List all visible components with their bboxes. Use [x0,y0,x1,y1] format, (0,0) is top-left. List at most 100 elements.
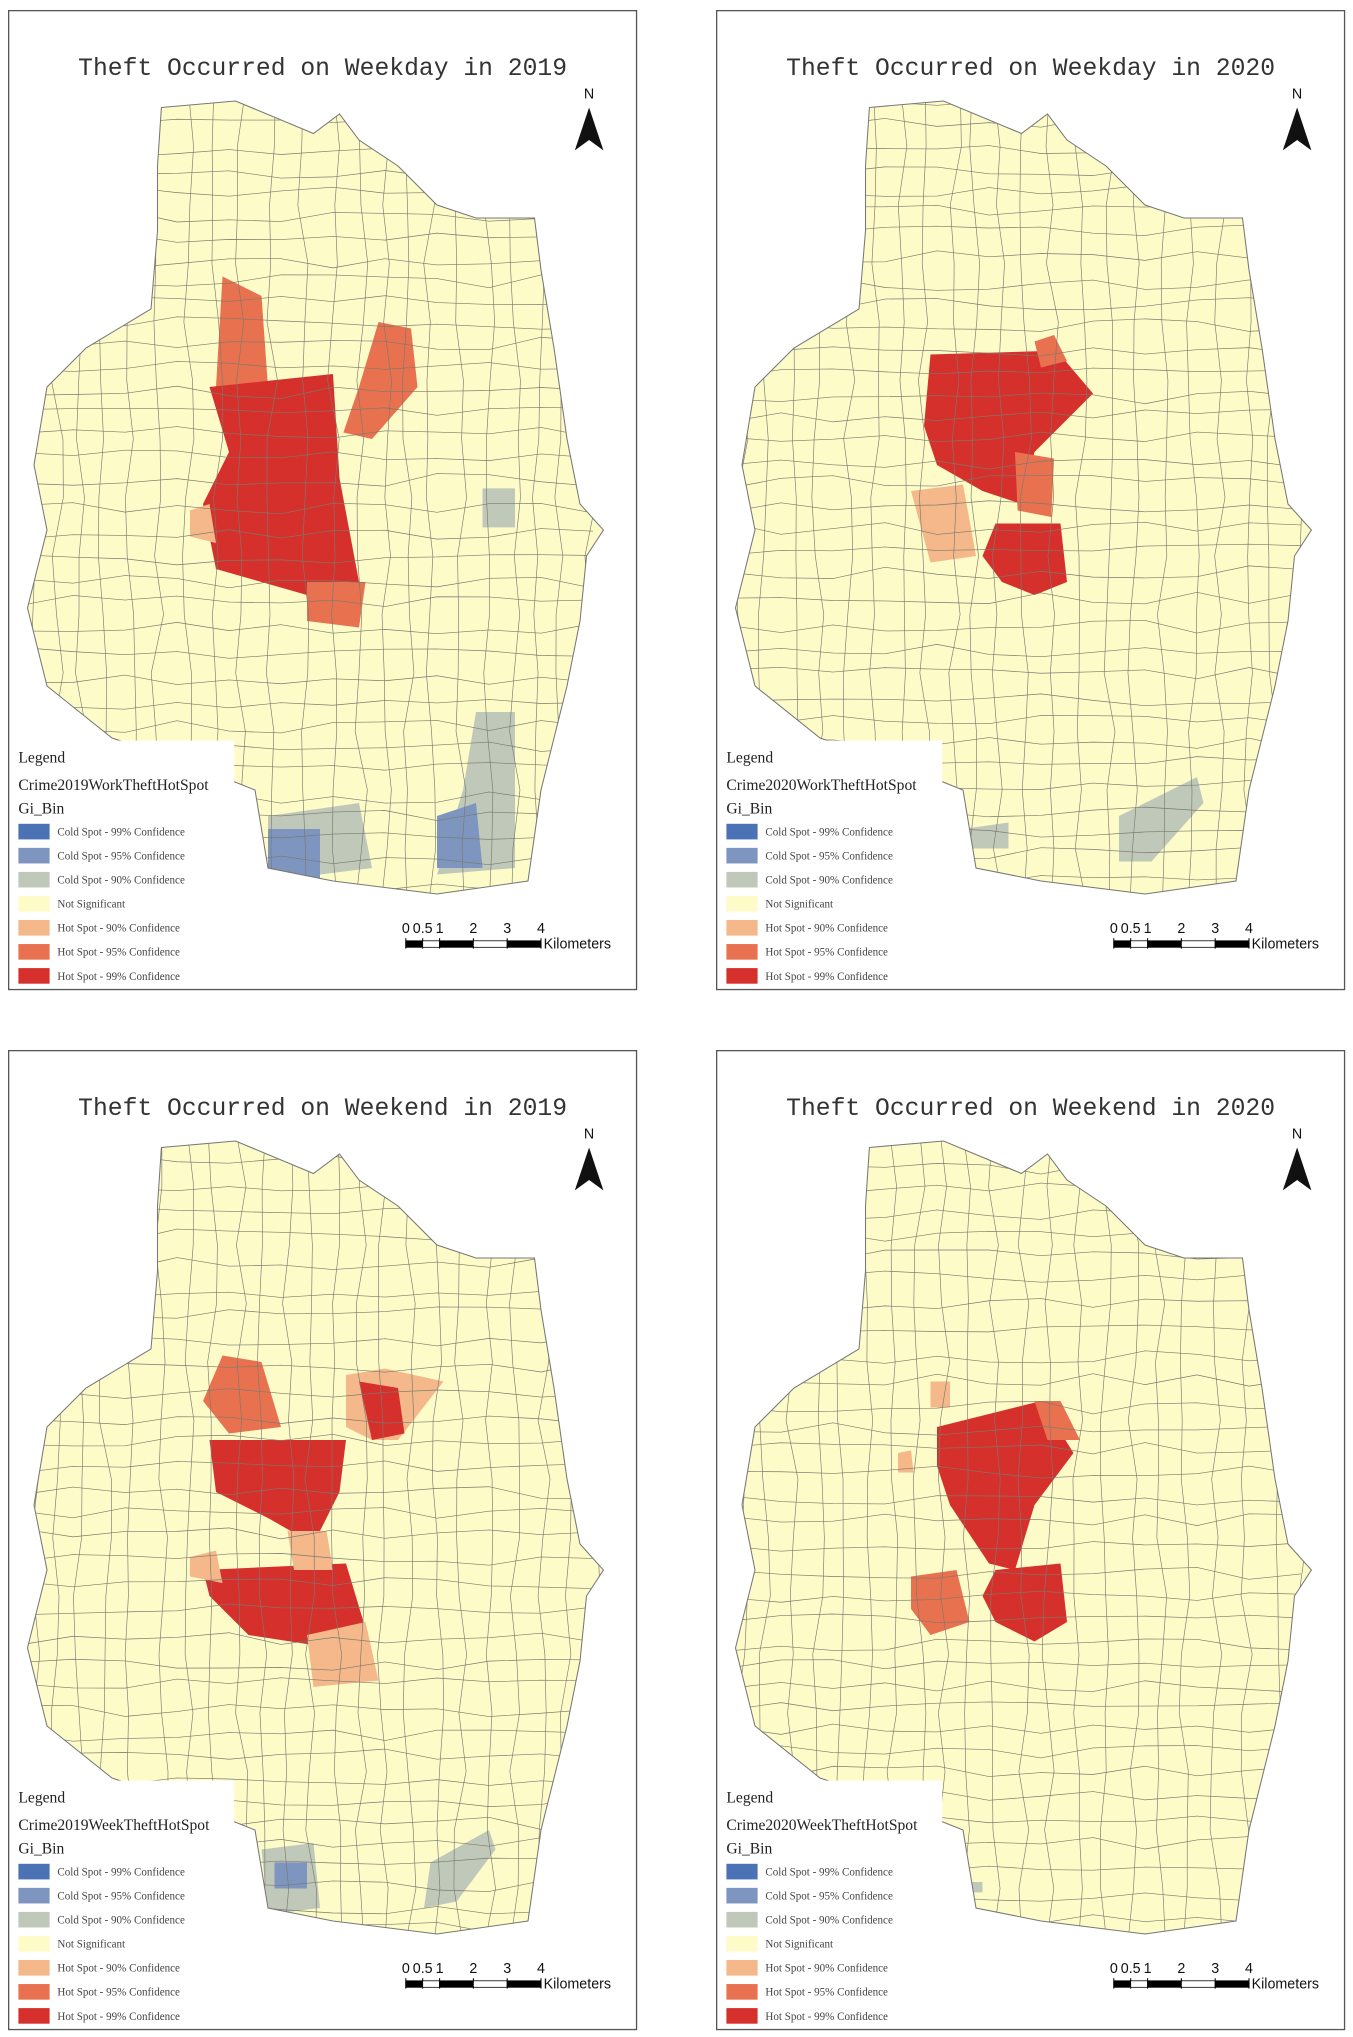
hotspot-area [268,829,320,881]
legend-swatch [726,895,758,912]
legend-label: Cold Spot - 99% Confidence [765,826,893,838]
legend-label: Hot Spot - 90% Confidence [57,1963,180,1975]
street [735,1541,1302,1552]
legend-bg [13,740,235,988]
legend-swatch [18,847,50,864]
hotspot-area [436,803,483,868]
street [27,1577,594,1589]
scale-unit: Kilometers [1252,937,1319,953]
street [509,1140,521,1934]
street [27,1748,594,1760]
map-outline [26,1140,605,1935]
scale-tick-label: 0.5 [1121,1961,1141,1977]
street [509,100,521,894]
legend-label: Hot Spot - 90% Confidence [57,923,180,935]
street [1154,1140,1167,1934]
legend-label: Cold Spot - 95% Confidence [765,1891,893,1903]
scale-segment [1147,1980,1182,1988]
street [735,1701,1302,1712]
map-title: Theft Occurred on Weekday in 2019 [78,55,567,83]
hotspot-area [307,582,366,628]
street [735,543,1302,556]
legend-swatch [726,919,758,936]
street [27,698,594,710]
scale-tick-label: 3 [503,921,511,937]
street [27,385,594,399]
legend-layer: Crime2020WeekTheftHotSpot [726,1817,918,1834]
map-title: Theft Occurred on Weekend in 2020 [786,1095,1275,1123]
scale-segment [422,940,440,948]
street [735,1422,1302,1436]
street [1100,1140,1112,1934]
street [735,644,1302,657]
scale-segment [1113,940,1132,948]
scale-tick-label: 4 [1245,1961,1253,1977]
scale-segment [1130,1980,1148,1988]
street [735,591,1302,605]
street [735,459,1302,470]
street [27,595,594,607]
legend-title: Legend [726,1790,773,1807]
legend-label: Cold Spot - 99% Confidence [57,826,185,838]
scale-segment [506,940,542,948]
street [27,674,594,685]
street [235,1140,248,1934]
north-arrow [574,1147,604,1191]
legend-label: Cold Spot - 99% Confidence [765,1867,893,1879]
legend-swatch [18,1960,50,1976]
legend-swatch [726,1935,758,1952]
street [1103,100,1116,894]
street [1127,1140,1140,1934]
map-panel: Theft Occurred on Weekday in 2020 N Legend… [716,10,1346,991]
street [735,1567,1302,1580]
legend-title: Legend [726,750,773,767]
hotspot-area [190,1550,223,1583]
hotspot-area [963,822,1009,849]
street [735,715,1302,726]
street [27,1729,594,1742]
street [735,1465,1302,1479]
street [282,1140,295,1934]
scale-segment [1214,940,1250,948]
street [354,100,369,894]
street [1157,100,1169,894]
legend-label: Cold Spot - 99% Confidence [57,1867,185,1879]
scale-tick-label: 0 [402,921,410,937]
street [988,1140,1001,1934]
street [27,361,594,372]
street [948,100,962,894]
street [27,1553,594,1566]
scale-tick-label: 0 [1110,921,1118,937]
scale-segment [1147,940,1182,948]
street [735,1513,1302,1526]
hotspot-area [274,1862,307,1889]
street [969,100,980,894]
legend-swatch [18,895,50,912]
legend-label: Not Significant [765,899,833,911]
street [257,1140,268,1934]
scale-tick-label: 3 [1211,921,1219,937]
street [735,1613,1302,1624]
scale-tick-label: 1 [436,1961,444,1977]
street [27,336,594,350]
hotspot-area [190,503,216,543]
legend-swatch [18,968,50,984]
street [27,449,594,461]
street [402,100,415,894]
street [735,1723,1302,1735]
north-arrow [574,107,604,151]
street [1045,100,1059,894]
legend-bg [721,740,943,988]
street [483,100,495,894]
legend-swatch [726,1863,758,1880]
street [331,1140,343,1934]
scale-segment [1181,940,1216,948]
map-panel: Theft Occurred on Weekend in 2020 N Legend… [716,1050,1346,2031]
street [27,426,594,439]
street [1072,1140,1083,1934]
scale-segment [473,940,508,948]
street [1074,100,1088,894]
street [735,565,1302,579]
street [27,1704,594,1717]
